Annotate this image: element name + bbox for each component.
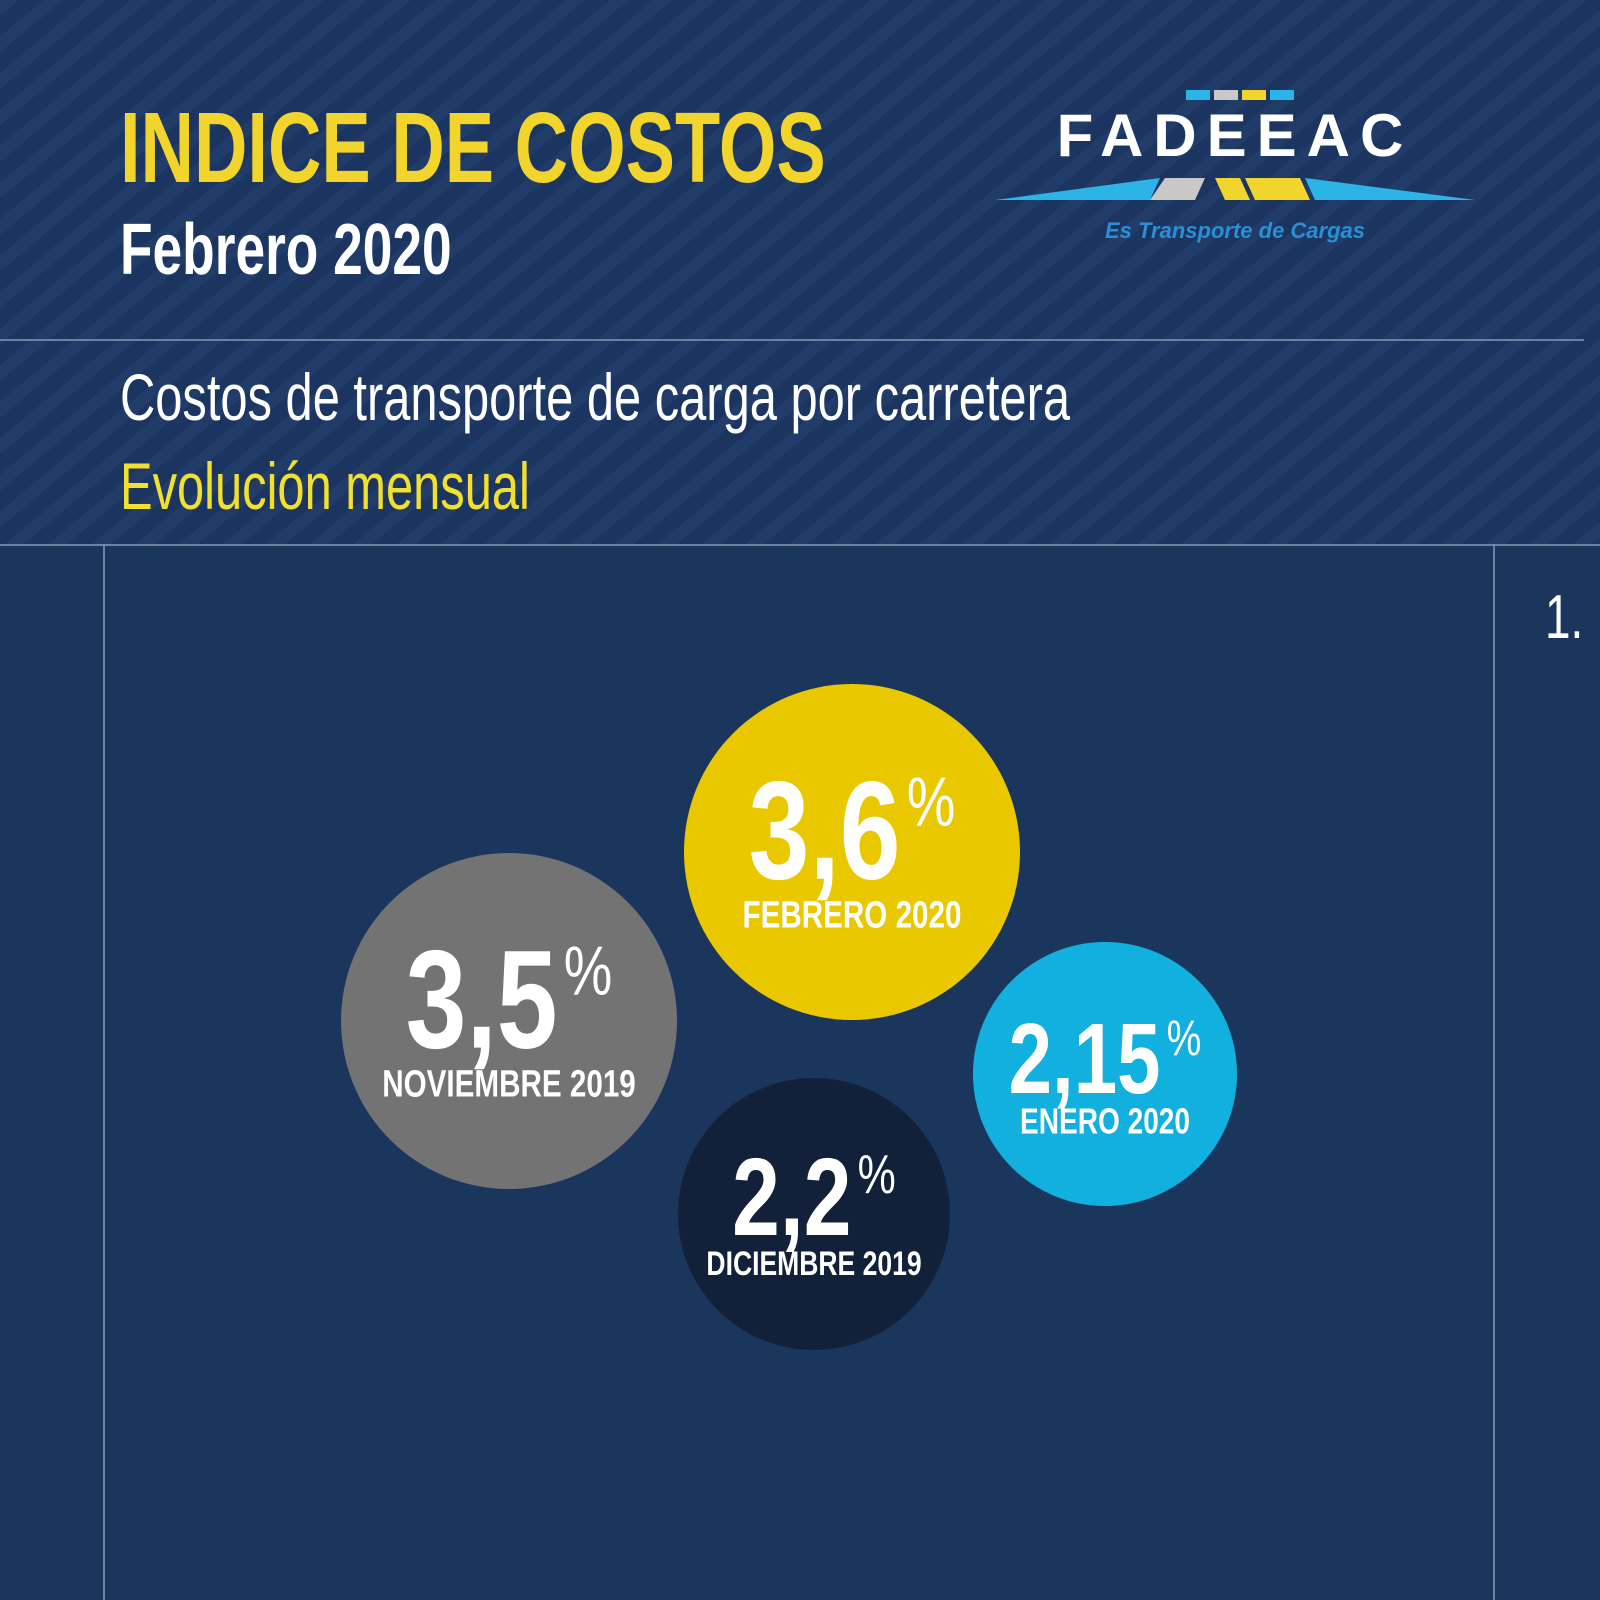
unit: %: [907, 763, 956, 841]
page-number: 1.: [1545, 582, 1583, 651]
bubble-value: 3,5%: [406, 920, 613, 1077]
unit: %: [858, 1144, 896, 1205]
value: 3,5: [406, 920, 558, 1077]
bubble-circle: [684, 684, 1020, 1020]
unit: %: [564, 932, 613, 1010]
value: 2,15: [1009, 1004, 1161, 1116]
bubble: 2,15 %ENERO 2020: [973, 942, 1237, 1206]
bubble-circle: [973, 942, 1237, 1206]
bubble: 3,6%FEBRERO 2020: [684, 684, 1020, 1020]
logo: FADEEAC Es Transporte de Cargas: [995, 90, 1475, 243]
bubble-label: ENERO 2020: [1020, 1101, 1190, 1141]
section-subtitle: Evolución mensual: [120, 450, 530, 524]
bubble: 2,2 %DICIEMBRE 2019: [678, 1078, 950, 1350]
bubble-label: NOVIEMBRE 2019: [382, 1063, 636, 1105]
bubble: 3,5%NOVIEMBRE 2019: [341, 853, 677, 1189]
bubble-value: 2,15%: [1009, 1004, 1202, 1116]
bubble-value: 3,6%: [749, 751, 956, 908]
bubble-label: FEBRERO 2020: [743, 894, 962, 936]
bubble-value: 2,2%: [732, 1136, 896, 1259]
subtitle: Febrero 2020: [120, 210, 452, 290]
section-title: Costos de transporte de carga por carret…: [120, 361, 1071, 435]
value: 2,2: [732, 1136, 851, 1259]
title: INDICE DE COSTOS: [120, 91, 826, 204]
bubble-circle: [678, 1078, 950, 1350]
bubble-circle: [341, 853, 677, 1189]
bubble-label: DICIEMBRE 2019: [706, 1245, 921, 1283]
logo-tagline: Es Transporte de Cargas: [1105, 218, 1365, 243]
header-band: [0, 0, 1600, 545]
value: 3,6: [749, 751, 901, 908]
unit: %: [1167, 1009, 1202, 1066]
logo-name: FADEEAC: [1057, 102, 1414, 169]
